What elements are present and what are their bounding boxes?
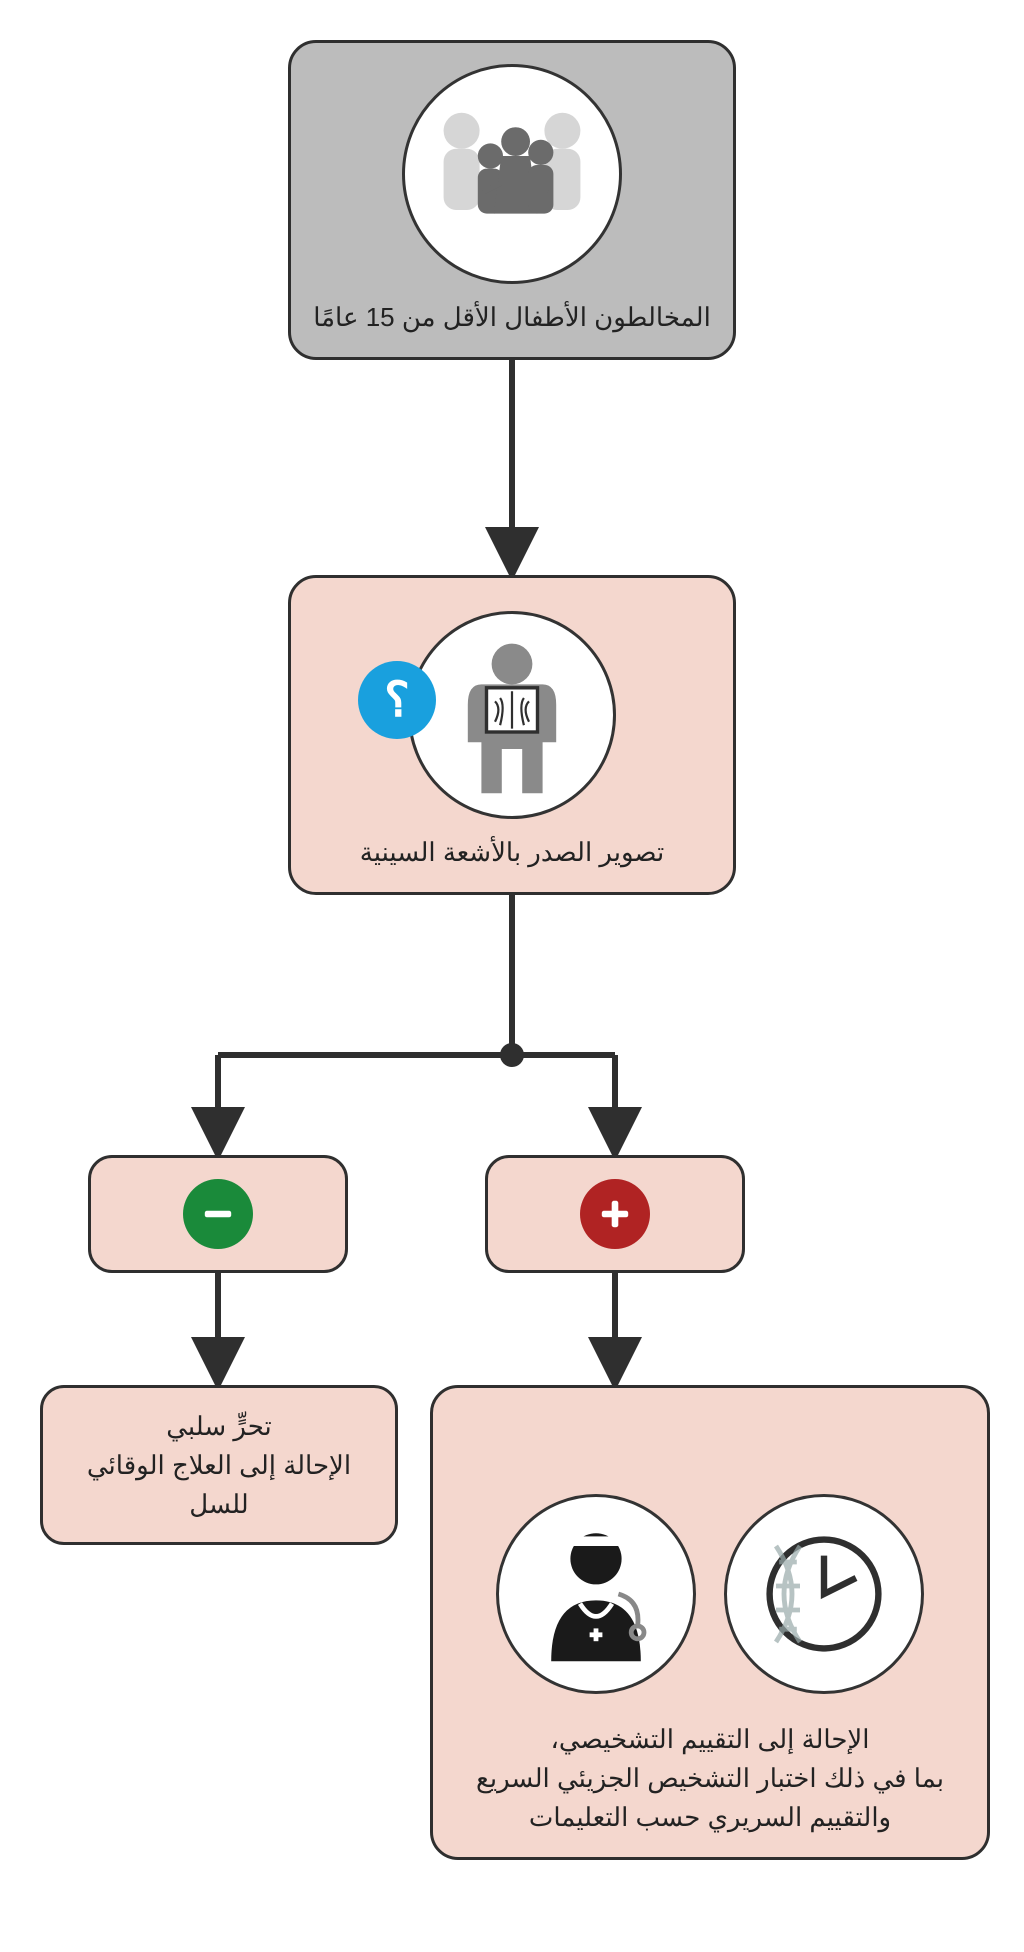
node-neg-out: تحرٍّ سلبي الإحالة إلى العلاج الوقائي لل…: [40, 1385, 398, 1545]
pos-out-line1: الإحالة إلى التقييم التشخيصي،: [551, 1720, 870, 1759]
node-start-label: المخالطون الأطفال الأقل من 15 عامًا: [313, 298, 711, 337]
node-positive: [485, 1155, 745, 1273]
node-pos-out: الإحالة إلى التقييم التشخيصي، بما في ذلك…: [430, 1385, 990, 1860]
node-xray: ؟ تصوير الصدر بالأشعة السينية: [288, 575, 736, 895]
doctor-icon: [496, 1494, 696, 1694]
minus-icon: [183, 1179, 253, 1249]
help-badge-icon: ؟: [358, 661, 436, 739]
pos-out-line3: والتقييم السريري حسب التعليمات: [529, 1798, 891, 1837]
pos-out-line2: بما في ذلك اختبار التشخيص الجزيئي السريع: [476, 1759, 944, 1798]
node-xray-label: تصوير الصدر بالأشعة السينية: [360, 833, 664, 872]
xray-person-icon: [408, 611, 616, 819]
clock-dna-icon: [724, 1494, 924, 1694]
family-icon: [402, 64, 622, 284]
neg-out-line2: الإحالة إلى العلاج الوقائي للسل: [63, 1446, 375, 1524]
neg-out-line1: تحرٍّ سلبي: [166, 1407, 272, 1446]
help-badge-text: ؟: [384, 672, 409, 728]
node-start: المخالطون الأطفال الأقل من 15 عامًا: [288, 40, 736, 360]
node-negative: [88, 1155, 348, 1273]
plus-icon: [580, 1179, 650, 1249]
